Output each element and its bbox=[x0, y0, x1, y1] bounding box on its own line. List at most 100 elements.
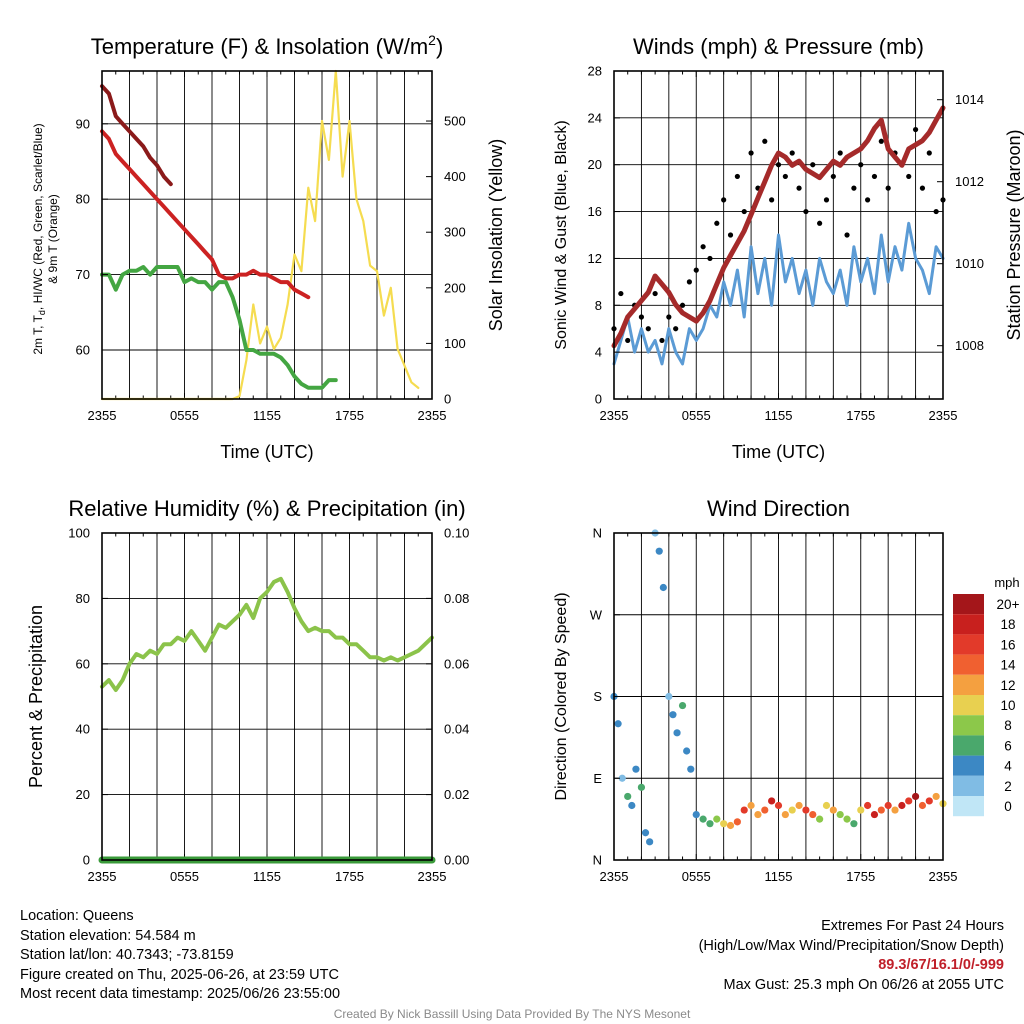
y-tick-label-right: 1014 bbox=[955, 92, 984, 107]
panel-title-close: ) bbox=[436, 34, 443, 59]
panel-title: Temperature (F) & Insolation (W/m2) bbox=[91, 32, 444, 59]
wind-direction-point bbox=[870, 810, 879, 819]
wind-gust-point bbox=[782, 173, 788, 180]
x-tick-label: 2355 bbox=[88, 869, 117, 884]
wind-direction-point bbox=[628, 801, 636, 810]
y-tick-label-right: 0 bbox=[444, 392, 451, 407]
wind-direction-point bbox=[795, 801, 803, 810]
legend-title: mph bbox=[994, 575, 1019, 590]
y-tick-label-right: 500 bbox=[444, 114, 466, 129]
wind-gust-point bbox=[625, 337, 631, 344]
wind-gust-point bbox=[885, 185, 891, 191]
x-tick-label: 2355 bbox=[418, 869, 447, 884]
legend-label: 2 bbox=[1004, 779, 1012, 794]
winds-pressure-panel: 2355 0555 1155 1755 235504812162024281008101… bbox=[553, 34, 1024, 462]
wind-gust-point bbox=[721, 197, 727, 203]
y-tick-label-left: W bbox=[590, 607, 603, 622]
y-tick-label-right: 0.04 bbox=[444, 722, 469, 737]
y-tick-label-left: E bbox=[593, 771, 602, 786]
wind-direction-point bbox=[788, 806, 796, 814]
wind-direction-point bbox=[836, 810, 844, 819]
wind-gust-point bbox=[858, 162, 864, 168]
plot-border bbox=[101, 532, 433, 861]
wind-direction-point bbox=[802, 806, 810, 814]
legend-swatch bbox=[953, 594, 984, 615]
wind-gust-point bbox=[666, 314, 672, 320]
wind-gust-point bbox=[851, 185, 857, 191]
legend-swatch bbox=[953, 796, 984, 817]
x-axis-label: Time (UTC) bbox=[732, 442, 825, 462]
wind-gust-point bbox=[734, 173, 740, 180]
wind-direction-point bbox=[761, 806, 769, 814]
y-tick-label-left: 100 bbox=[68, 526, 90, 541]
panel-title-text: Temperature (F) & Insolation (W/m bbox=[91, 34, 428, 59]
y-tick-label-left: 60 bbox=[76, 342, 90, 357]
y-axis-label-subscript: d bbox=[37, 310, 47, 315]
wind-gust-point bbox=[652, 290, 658, 297]
wind-direction-point bbox=[678, 701, 687, 710]
wind-gust-point bbox=[638, 314, 645, 320]
wind-direction-point bbox=[816, 815, 824, 823]
legend-label: 14 bbox=[1000, 658, 1016, 673]
wind-direction-point bbox=[713, 815, 721, 823]
temperature-line bbox=[100, 129, 311, 300]
x-axis-label: Time (UTC) bbox=[220, 442, 313, 462]
wind-direction-point bbox=[809, 810, 817, 819]
y-tick-label-left: 0 bbox=[83, 853, 90, 868]
x-tick-label: 1155 bbox=[765, 869, 793, 884]
y-tick-label-left: 70 bbox=[76, 267, 90, 282]
y-tick-label-left: 28 bbox=[588, 64, 602, 79]
x-tick-label: 0555 bbox=[170, 408, 199, 423]
y-axis-label-right: Station Pressure (Maroon) bbox=[1004, 129, 1024, 340]
y-tick-label-right: 0.00 bbox=[444, 853, 469, 868]
x-tick-label: 1755 bbox=[846, 408, 875, 423]
legend-swatch bbox=[953, 735, 984, 756]
temperature-insolation-panel: 2355 0555 1155 1755 2355 60 70 80 90 0 100 200 300 40… bbox=[31, 32, 506, 462]
wind-direction-point bbox=[683, 747, 691, 755]
station-elevation: Station elevation: 54.584 m bbox=[20, 927, 196, 944]
panel-title: Winds (mph) & Pressure (mb) bbox=[633, 34, 924, 59]
wind-gust-point bbox=[844, 232, 850, 238]
wind-direction-point bbox=[687, 765, 695, 773]
y-tick-label-left: N bbox=[593, 526, 602, 541]
wind-direction-point bbox=[733, 818, 741, 826]
y-tick-label-left: 20 bbox=[588, 157, 602, 172]
wind-gust-point bbox=[912, 126, 919, 133]
legend-swatch bbox=[953, 775, 984, 796]
y-tick-label-right: 1012 bbox=[955, 174, 984, 189]
wind-gust-point bbox=[933, 208, 939, 215]
wind-gust-point bbox=[823, 197, 830, 203]
wind-direction-point bbox=[781, 810, 789, 819]
y-tick-label-right: 0.02 bbox=[444, 787, 469, 802]
legend-label: 16 bbox=[1000, 637, 1015, 652]
wind-direction-point bbox=[669, 711, 677, 719]
y-tick-label-left: 24 bbox=[588, 110, 602, 125]
wind-gust-point bbox=[673, 326, 679, 332]
legend-label: 10 bbox=[1000, 698, 1015, 713]
wind-direction-point bbox=[637, 783, 646, 791]
x-tick-label: 1155 bbox=[253, 408, 281, 423]
x-tick-label: 2355 bbox=[600, 408, 629, 423]
legend-swatch bbox=[953, 674, 984, 695]
panel-title-superscript: 2 bbox=[428, 32, 436, 48]
extremes-values: 89.3/67/16.1/0/-999 bbox=[878, 957, 1004, 973]
extremes-info: Extremes For Past 24 Hours (High/Low/Max… bbox=[699, 917, 1004, 995]
legend-label: 20+ bbox=[997, 597, 1020, 612]
wind-gust-point bbox=[865, 197, 871, 203]
humidity-precipitation-panel: 2355 0555 1155 1755 23550204060801000.000.02… bbox=[26, 496, 469, 884]
y-tick-label-right: 0.06 bbox=[444, 656, 469, 671]
wind-gust-point bbox=[769, 197, 775, 203]
wind-direction-point bbox=[905, 797, 913, 805]
wind-gust-point bbox=[830, 173, 836, 180]
station-info: Location: Queens Station elevation: 54.5… bbox=[20, 907, 340, 1005]
wind-gust-point bbox=[789, 150, 795, 156]
y-tick-label-left: 8 bbox=[595, 298, 602, 313]
wind-gust-point bbox=[645, 326, 651, 332]
wind-gust-point bbox=[693, 267, 699, 273]
x-tick-label: 2355 bbox=[929, 869, 958, 884]
wind-direction-point bbox=[864, 801, 872, 810]
x-tick-label: 1755 bbox=[335, 869, 364, 884]
wind-gust-point bbox=[659, 337, 665, 344]
extremes-title: Extremes For Past 24 Hours bbox=[821, 918, 1004, 934]
